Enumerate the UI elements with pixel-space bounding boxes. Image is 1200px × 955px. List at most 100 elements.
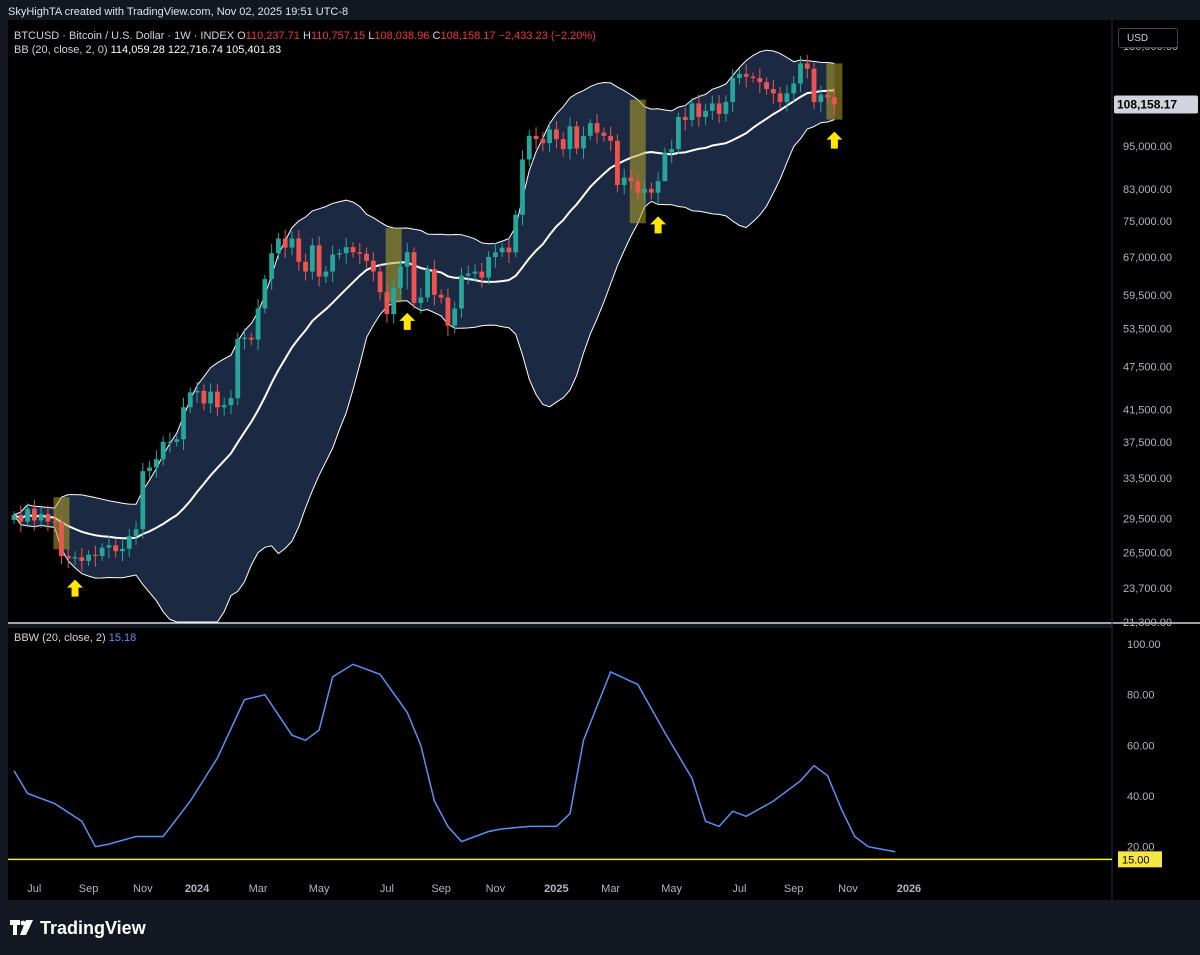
price-tick-label: 83,000.00 — [1123, 184, 1172, 196]
candle-body — [215, 391, 220, 408]
bbw-pane-bg — [8, 628, 1112, 876]
bb-basis-value: 114,059.28 — [110, 44, 165, 56]
threshold-badge — [1118, 851, 1162, 868]
candle-body — [330, 254, 336, 272]
candle-body — [174, 439, 180, 442]
open-value: 110,237.71 — [245, 30, 300, 42]
candle-body — [682, 116, 688, 121]
time-tick-label: Mar — [601, 883, 620, 895]
bb-legend[interactable]: BB (20, close, 2, 0) 114,059.28 122,716.… — [14, 44, 281, 56]
bb-band-fill — [14, 50, 835, 622]
candle-body — [25, 508, 30, 522]
candle-body — [255, 308, 261, 340]
candle-body — [621, 177, 627, 185]
candle-body — [208, 391, 214, 404]
candle-body — [160, 441, 166, 460]
candle-body — [52, 521, 58, 523]
candle-body — [594, 123, 600, 133]
high-value: 110,757.15 — [310, 30, 366, 42]
candle-body — [113, 545, 119, 552]
candle-body — [506, 247, 512, 253]
candle-body — [703, 110, 708, 117]
candle-body — [479, 271, 485, 278]
candle-body — [248, 337, 254, 340]
candle-body — [289, 238, 295, 248]
bbw-tick-label: 20.00 — [1127, 842, 1155, 854]
symbol-label: BTCUSD · Bitcoin / U.S. Dollar · 1W · IN… — [14, 30, 235, 42]
price-tick-label: 75,000.00 — [1123, 216, 1172, 228]
candle-body — [79, 557, 85, 561]
candle-body — [316, 245, 322, 277]
bbw-tick-label: 80.00 — [1127, 690, 1155, 702]
candle-body — [11, 515, 17, 520]
price-tick-label: 26,500.00 — [1123, 547, 1172, 559]
candle-body — [425, 269, 430, 298]
candle-body — [343, 247, 349, 254]
price-axis-bg — [1112, 20, 1200, 900]
last-price-badge — [1114, 95, 1198, 114]
candle-body — [133, 529, 139, 537]
candle-body — [262, 279, 268, 309]
candle-body — [709, 103, 715, 111]
candle-body — [648, 188, 654, 193]
time-tick-label: May — [661, 883, 682, 895]
price-tick-label: 37,500.00 — [1123, 437, 1172, 449]
bbw-tick-label: 60.00 — [1127, 740, 1155, 752]
candle-body — [547, 129, 553, 144]
candle-body — [106, 545, 112, 548]
bbw-value: 15.18 — [108, 632, 137, 644]
candle-body — [153, 459, 159, 468]
candle-body — [689, 103, 695, 121]
candle-body — [581, 135, 586, 149]
time-tick-label: Jul — [732, 883, 746, 895]
signal-arrow-icon — [826, 131, 843, 149]
candle-body — [784, 93, 790, 102]
low-label: L — [368, 30, 375, 42]
candle-body — [533, 135, 539, 140]
candle-body — [65, 556, 71, 559]
time-tick-label: Nov — [838, 883, 858, 895]
time-tick-label: Nov — [133, 883, 153, 895]
candle-body — [459, 275, 464, 309]
candle-body — [737, 74, 742, 79]
candle-body — [554, 129, 559, 140]
brand-text: TradingView — [40, 918, 146, 938]
time-tick-label: Mar — [249, 883, 268, 895]
currency-selector[interactable]: USD — [1118, 28, 1178, 48]
candle-body — [350, 247, 356, 253]
candle-body — [72, 557, 78, 559]
candle-body — [431, 269, 437, 295]
time-tick-label: Sep — [431, 883, 451, 895]
time-tick-label: Sep — [79, 883, 99, 895]
candle-body — [635, 181, 641, 193]
high-label: H — [302, 30, 311, 42]
candle-body — [608, 135, 614, 141]
candle-body — [818, 94, 824, 102]
candle-body — [418, 297, 424, 303]
signal-arrow-icon — [650, 216, 667, 234]
candle-body — [147, 467, 152, 472]
candle-body — [167, 441, 173, 444]
candle-body — [757, 78, 763, 83]
bbw-legend[interactable]: BBW (20, close, 2) 15.18 — [14, 632, 136, 644]
candle-body — [770, 89, 776, 94]
candle-body — [791, 83, 797, 94]
candle-body — [723, 101, 729, 114]
candle-body — [499, 247, 505, 253]
price-tick-label: 41,500.00 — [1123, 405, 1172, 417]
candle-body — [642, 188, 647, 193]
candle-body — [750, 76, 756, 79]
change-value: −2,433.23 (−2.20%) — [498, 30, 596, 42]
candle-body — [716, 103, 722, 114]
candle-body — [764, 82, 769, 90]
price-tick-label: 21,300.00 — [1123, 617, 1172, 629]
candle-body — [587, 123, 593, 136]
time-tick-label: May — [309, 883, 330, 895]
candle-body — [601, 132, 607, 136]
candle-body — [194, 390, 200, 393]
bb-label: BB (20, close, 2, 0) — [14, 44, 108, 56]
candle-body — [235, 338, 241, 399]
candle-body — [560, 139, 566, 150]
last-price-label: 108,158.17 — [1117, 97, 1177, 111]
